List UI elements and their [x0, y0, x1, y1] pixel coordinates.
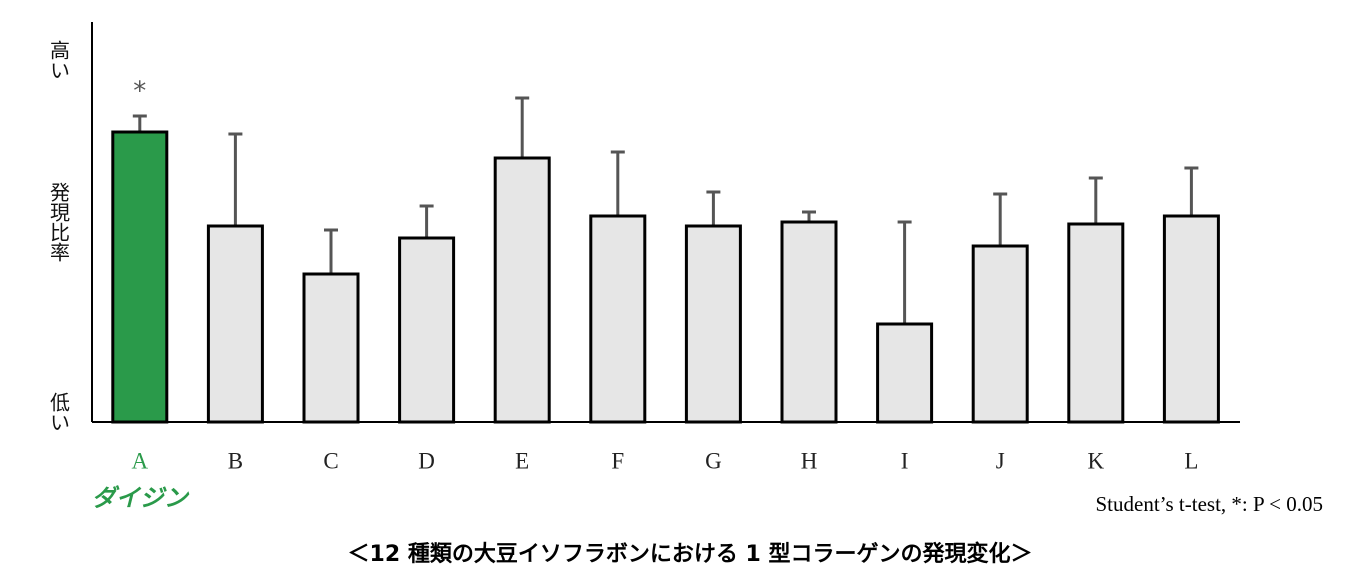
- bar: [1067, 222, 1125, 424]
- x-tick-label: H: [801, 448, 818, 473]
- x-tick-label: L: [1184, 448, 1198, 473]
- x-tick-label: A: [131, 448, 148, 473]
- bar: [1162, 214, 1220, 424]
- x-tick-label: D: [418, 448, 435, 473]
- x-tick-label: J: [996, 448, 1005, 473]
- x-tick-label: I: [901, 448, 909, 473]
- bar: [493, 156, 551, 424]
- bar: [206, 224, 264, 424]
- bar: [684, 224, 742, 424]
- y-axis-label: 発現比率: [47, 182, 71, 262]
- bar: [971, 244, 1029, 424]
- bar: [780, 220, 838, 424]
- x-tick-label: C: [323, 448, 338, 473]
- bar: [111, 130, 169, 424]
- significance-mark: *: [133, 77, 146, 107]
- chart-title: ＜12 種類の大豆イソフラボンにおける 1 型コラーゲンの発現変化＞: [348, 541, 1033, 567]
- bar: [302, 272, 360, 424]
- bar: [876, 322, 934, 424]
- y-low-label: 低い: [47, 392, 71, 432]
- x-tick-label: F: [611, 448, 624, 473]
- footnote: Student’s t-test, *: P < 0.05: [1096, 492, 1324, 516]
- x-tick-label: G: [705, 448, 722, 473]
- x-tick-label: K: [1087, 448, 1104, 473]
- bar: [589, 214, 647, 424]
- x-tick-label: B: [228, 448, 243, 473]
- x-tick-sublabel: ダイジン: [92, 484, 190, 512]
- bar: [398, 236, 456, 424]
- x-tick-label: E: [515, 448, 529, 473]
- y-high-label: 高い: [47, 40, 71, 80]
